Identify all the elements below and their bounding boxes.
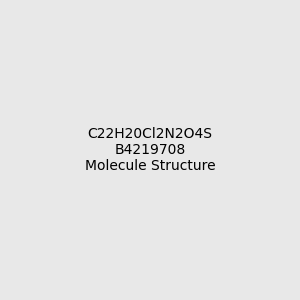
Text: C22H20Cl2N2O4S
B4219708
Molecule Structure: C22H20Cl2N2O4S B4219708 Molecule Structu… — [85, 127, 215, 173]
